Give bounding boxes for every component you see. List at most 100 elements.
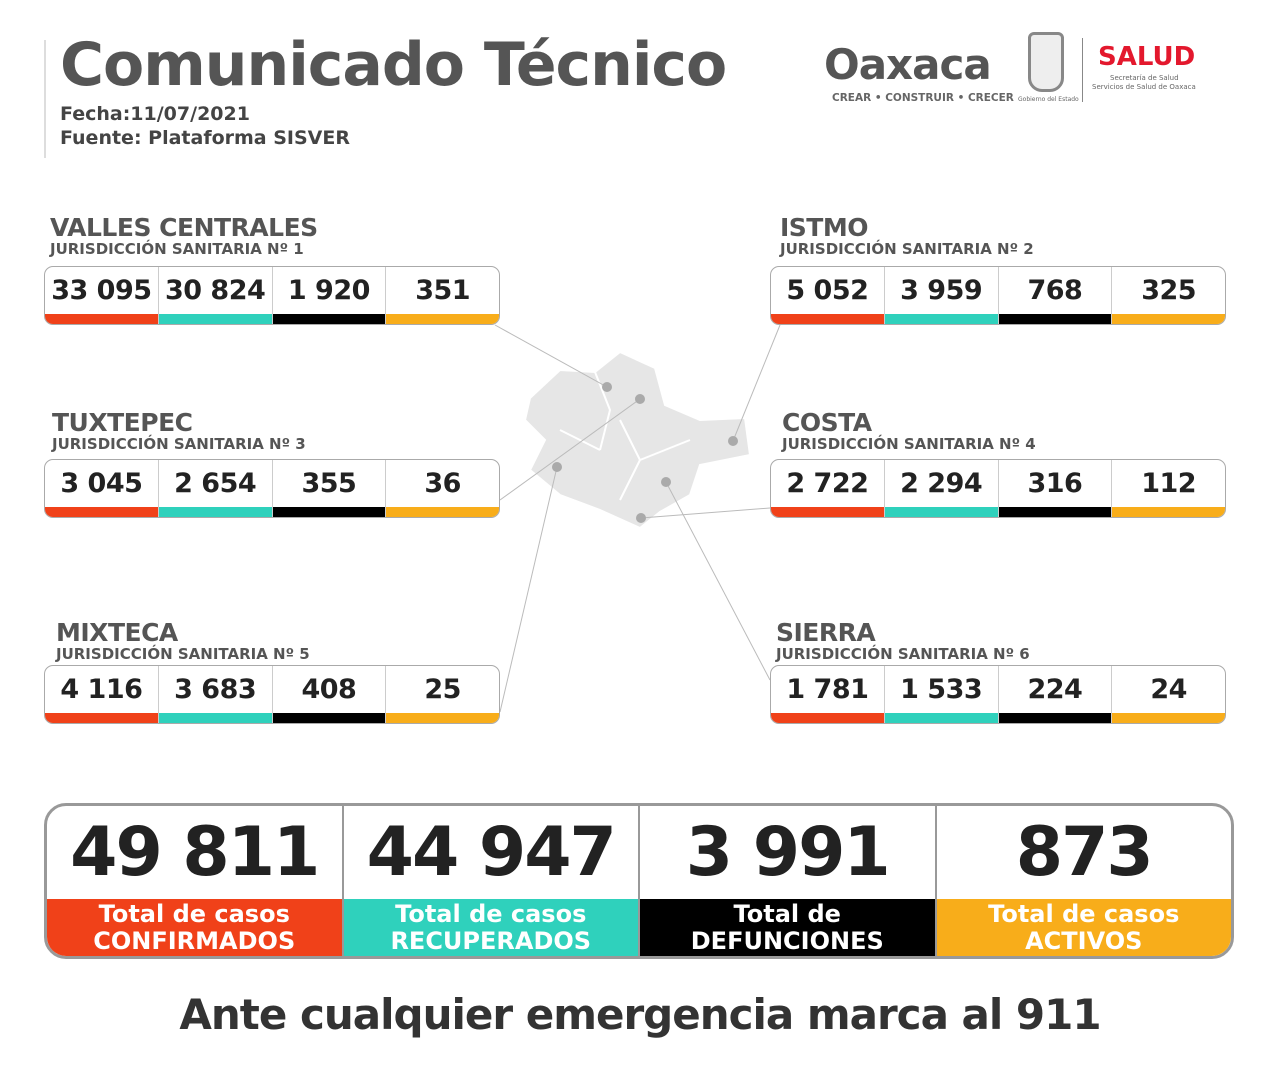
logo-divider: [1082, 38, 1083, 102]
connector-valles: [494, 324, 608, 388]
stat-value: 33 095: [51, 275, 152, 306]
stat-recuperados: 3 683: [158, 666, 273, 723]
region-tuxtepec-heading: TUXTEPEC JURISDICCIÓN SANITARIA Nº 3: [52, 408, 306, 453]
region-jurisdiction: JURISDICCIÓN SANITARIA Nº 2: [780, 240, 1034, 258]
region-name: VALLES CENTRALES: [50, 213, 318, 242]
total-recuperados: 44 947 Total de casos RECUPERADOS: [343, 806, 640, 956]
stat-defunciones: 768: [998, 267, 1113, 324]
stat-activos: 351: [386, 267, 499, 324]
stat-color-bar: [1112, 507, 1225, 517]
stat-recuperados: 30 824: [158, 267, 273, 324]
label-line2: CONFIRMADOS: [93, 926, 296, 955]
stat-value: 36: [424, 468, 461, 499]
total-value: 49 811: [70, 813, 320, 892]
total-value: 873: [1015, 813, 1154, 892]
stat-value: 2 722: [786, 468, 869, 499]
stat-recuperados: 2 654: [158, 460, 273, 517]
stat-value: 316: [1027, 468, 1083, 499]
stat-color-bar: [45, 507, 158, 517]
stat-color-bar: [998, 507, 1112, 517]
stat-color-bar: [884, 314, 998, 324]
salud-sub-2: Servicios de Salud de Oaxaca: [1092, 83, 1196, 91]
dot-valles: [602, 382, 612, 392]
region-valles-centrales-stats: 33 095 30 824 1 920 351: [44, 266, 500, 325]
label-line1: Total de: [733, 899, 841, 928]
stat-color-bar: [998, 713, 1112, 723]
dot-istmo: [728, 436, 738, 446]
region-mixteca-stats: 4 116 3 683 408 25: [44, 665, 500, 724]
stat-color-bar: [771, 314, 884, 324]
state-shape: [523, 350, 752, 530]
region-name: MIXTECA: [56, 618, 178, 647]
region-costa-heading: COSTA JURISDICCIÓN SANITARIA Nº 4: [782, 410, 1036, 453]
stat-color-bar: [272, 314, 386, 324]
stat-confirmados: 1 781: [771, 666, 885, 723]
label-line1: Total de casos: [988, 899, 1180, 928]
stat-confirmados: 33 095: [45, 267, 159, 324]
dot-sierra: [661, 477, 671, 487]
total-defunciones: 3 991 Total de DEFUNCIONES: [640, 806, 937, 956]
label-line2: DEFUNCIONES: [690, 926, 884, 955]
stat-color-bar: [771, 507, 884, 517]
stat-color-bar: [272, 507, 386, 517]
region-sierra-stats: 1 781 1 533 224 24: [770, 665, 1226, 724]
total-value: 3 991: [685, 813, 891, 892]
stat-value: 355: [301, 468, 357, 499]
oaxaca-map: [494, 324, 781, 713]
stat-defunciones: 355: [272, 460, 387, 517]
region-valles-centrales-heading: VALLES CENTRALES JURISDICCIÓN SANITARIA …: [50, 213, 318, 258]
stat-defunciones: 224: [998, 666, 1113, 723]
region-name: TUXTEPEC: [52, 408, 193, 437]
logos: Oaxaca CREAR • CONSTRUIR • CRECER Gobier…: [822, 28, 1202, 110]
total-label: Total de casos ACTIVOS: [936, 899, 1231, 956]
stat-activos: 24: [1112, 666, 1225, 723]
total-label: Total de casos CONFIRMADOS: [47, 899, 342, 956]
stat-value: 2 654: [174, 468, 257, 499]
region-jurisdiction: JURISDICCIÓN SANITARIA Nº 6: [776, 645, 1030, 663]
oaxaca-logo: Oaxaca: [824, 40, 992, 89]
region-sierra-heading: SIERRA JURISDICCIÓN SANITARIA Nº 6: [776, 620, 1030, 663]
stat-color-bar: [998, 314, 1112, 324]
stat-value: 1 920: [287, 275, 371, 306]
stat-value: 30 824: [164, 275, 266, 306]
stat-value: 4 116: [60, 674, 143, 705]
connector-costa: [640, 507, 771, 519]
connector-sierra: [665, 481, 771, 681]
total-value: 44 947: [366, 813, 617, 892]
stat-confirmados: 4 116: [45, 666, 159, 723]
stat-confirmados: 2 722: [771, 460, 885, 517]
stat-confirmados: 5 052: [771, 267, 885, 324]
stat-value: 3 045: [60, 468, 143, 499]
connector-istmo: [732, 324, 781, 442]
stat-defunciones: 1 920: [272, 267, 387, 324]
stat-color-bar: [45, 713, 158, 723]
stat-value: 112: [1141, 468, 1197, 499]
header-divider: [44, 40, 46, 158]
stat-value: 25: [424, 674, 461, 705]
stat-value: 3 683: [174, 674, 257, 705]
total-confirmados: 49 811 Total de casos CONFIRMADOS: [47, 806, 344, 956]
label-line1: Total de casos: [395, 899, 587, 928]
region-tuxtepec-stats: 3 045 2 654 355 36: [44, 459, 500, 518]
stat-value: 24: [1150, 674, 1187, 705]
stat-activos: 325: [1112, 267, 1225, 324]
label-line1: Total de casos: [98, 899, 290, 928]
dot-costa: [636, 513, 646, 523]
region-mixteca-heading: MIXTECA JURISDICCIÓN SANITARIA Nº 5: [56, 618, 310, 663]
stat-activos: 112: [1112, 460, 1225, 517]
emergency-footer: Ante cualquier emergencia marca al 911: [179, 990, 1101, 1039]
gobierno-label: Gobierno del Estado: [1018, 96, 1079, 103]
region-name: ISTMO: [780, 213, 868, 242]
totals-panel: 49 811 Total de casos CONFIRMADOS 44 947 To…: [44, 803, 1234, 959]
stat-value: 325: [1141, 275, 1197, 306]
region-jurisdiction: JURISDICCIÓN SANITARIA Nº 3: [52, 435, 306, 453]
stat-color-bar: [771, 713, 884, 723]
stat-color-bar: [386, 713, 499, 723]
stat-color-bar: [1112, 713, 1225, 723]
stat-value: 1 781: [786, 674, 869, 705]
stat-value: 408: [301, 674, 357, 705]
stat-value: 5 052: [786, 275, 869, 306]
region-jurisdiction: JURISDICCIÓN SANITARIA Nº 5: [56, 645, 310, 663]
region-istmo-heading: ISTMO JURISDICCIÓN SANITARIA Nº 2: [780, 213, 1034, 258]
stat-color-bar: [158, 314, 272, 324]
